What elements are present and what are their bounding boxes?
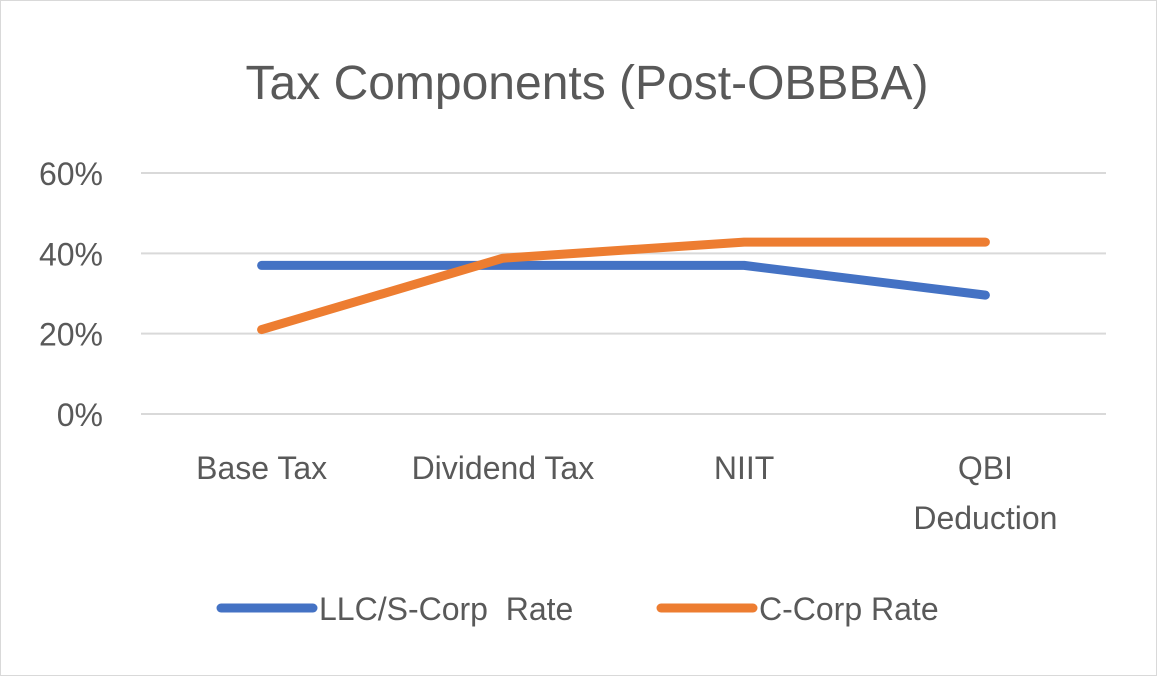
x-tick-label: NIIT	[714, 450, 774, 486]
x-tick-label-line: QBI	[958, 450, 1013, 486]
chart-title: Tax Components (Post-OBBBA)	[246, 57, 929, 110]
y-axis-tick-labels: 0% 20% 40% 60%	[39, 156, 103, 433]
y-tick-label: 0%	[57, 397, 103, 433]
x-tick-label-line: NIIT	[714, 450, 774, 486]
y-tick-label: 40%	[39, 236, 103, 272]
x-tick-label-line: Base Tax	[196, 450, 327, 486]
series-line-0	[257, 260, 990, 300]
x-axis-category-labels: Base Tax Dividend Tax NIIT QBI Deduction	[196, 450, 1057, 536]
legend-label: C-Corp Rate	[759, 591, 939, 627]
x-tick-label: QBI Deduction	[913, 450, 1057, 536]
x-tick-label-line: Deduction	[913, 500, 1057, 536]
x-tick-label-line: Dividend Tax	[412, 450, 595, 486]
x-tick-label: Dividend Tax	[412, 450, 595, 486]
series-lines	[257, 237, 990, 335]
y-tick-label: 20%	[39, 317, 103, 353]
legend-label: LLC/S-Corp Rate	[319, 591, 573, 627]
series-line-1	[257, 237, 990, 335]
y-tick-label: 60%	[39, 156, 103, 192]
legend: LLC/S-Corp Rate C-Corp Rate	[216, 591, 939, 627]
x-tick-label: Base Tax	[196, 450, 327, 486]
